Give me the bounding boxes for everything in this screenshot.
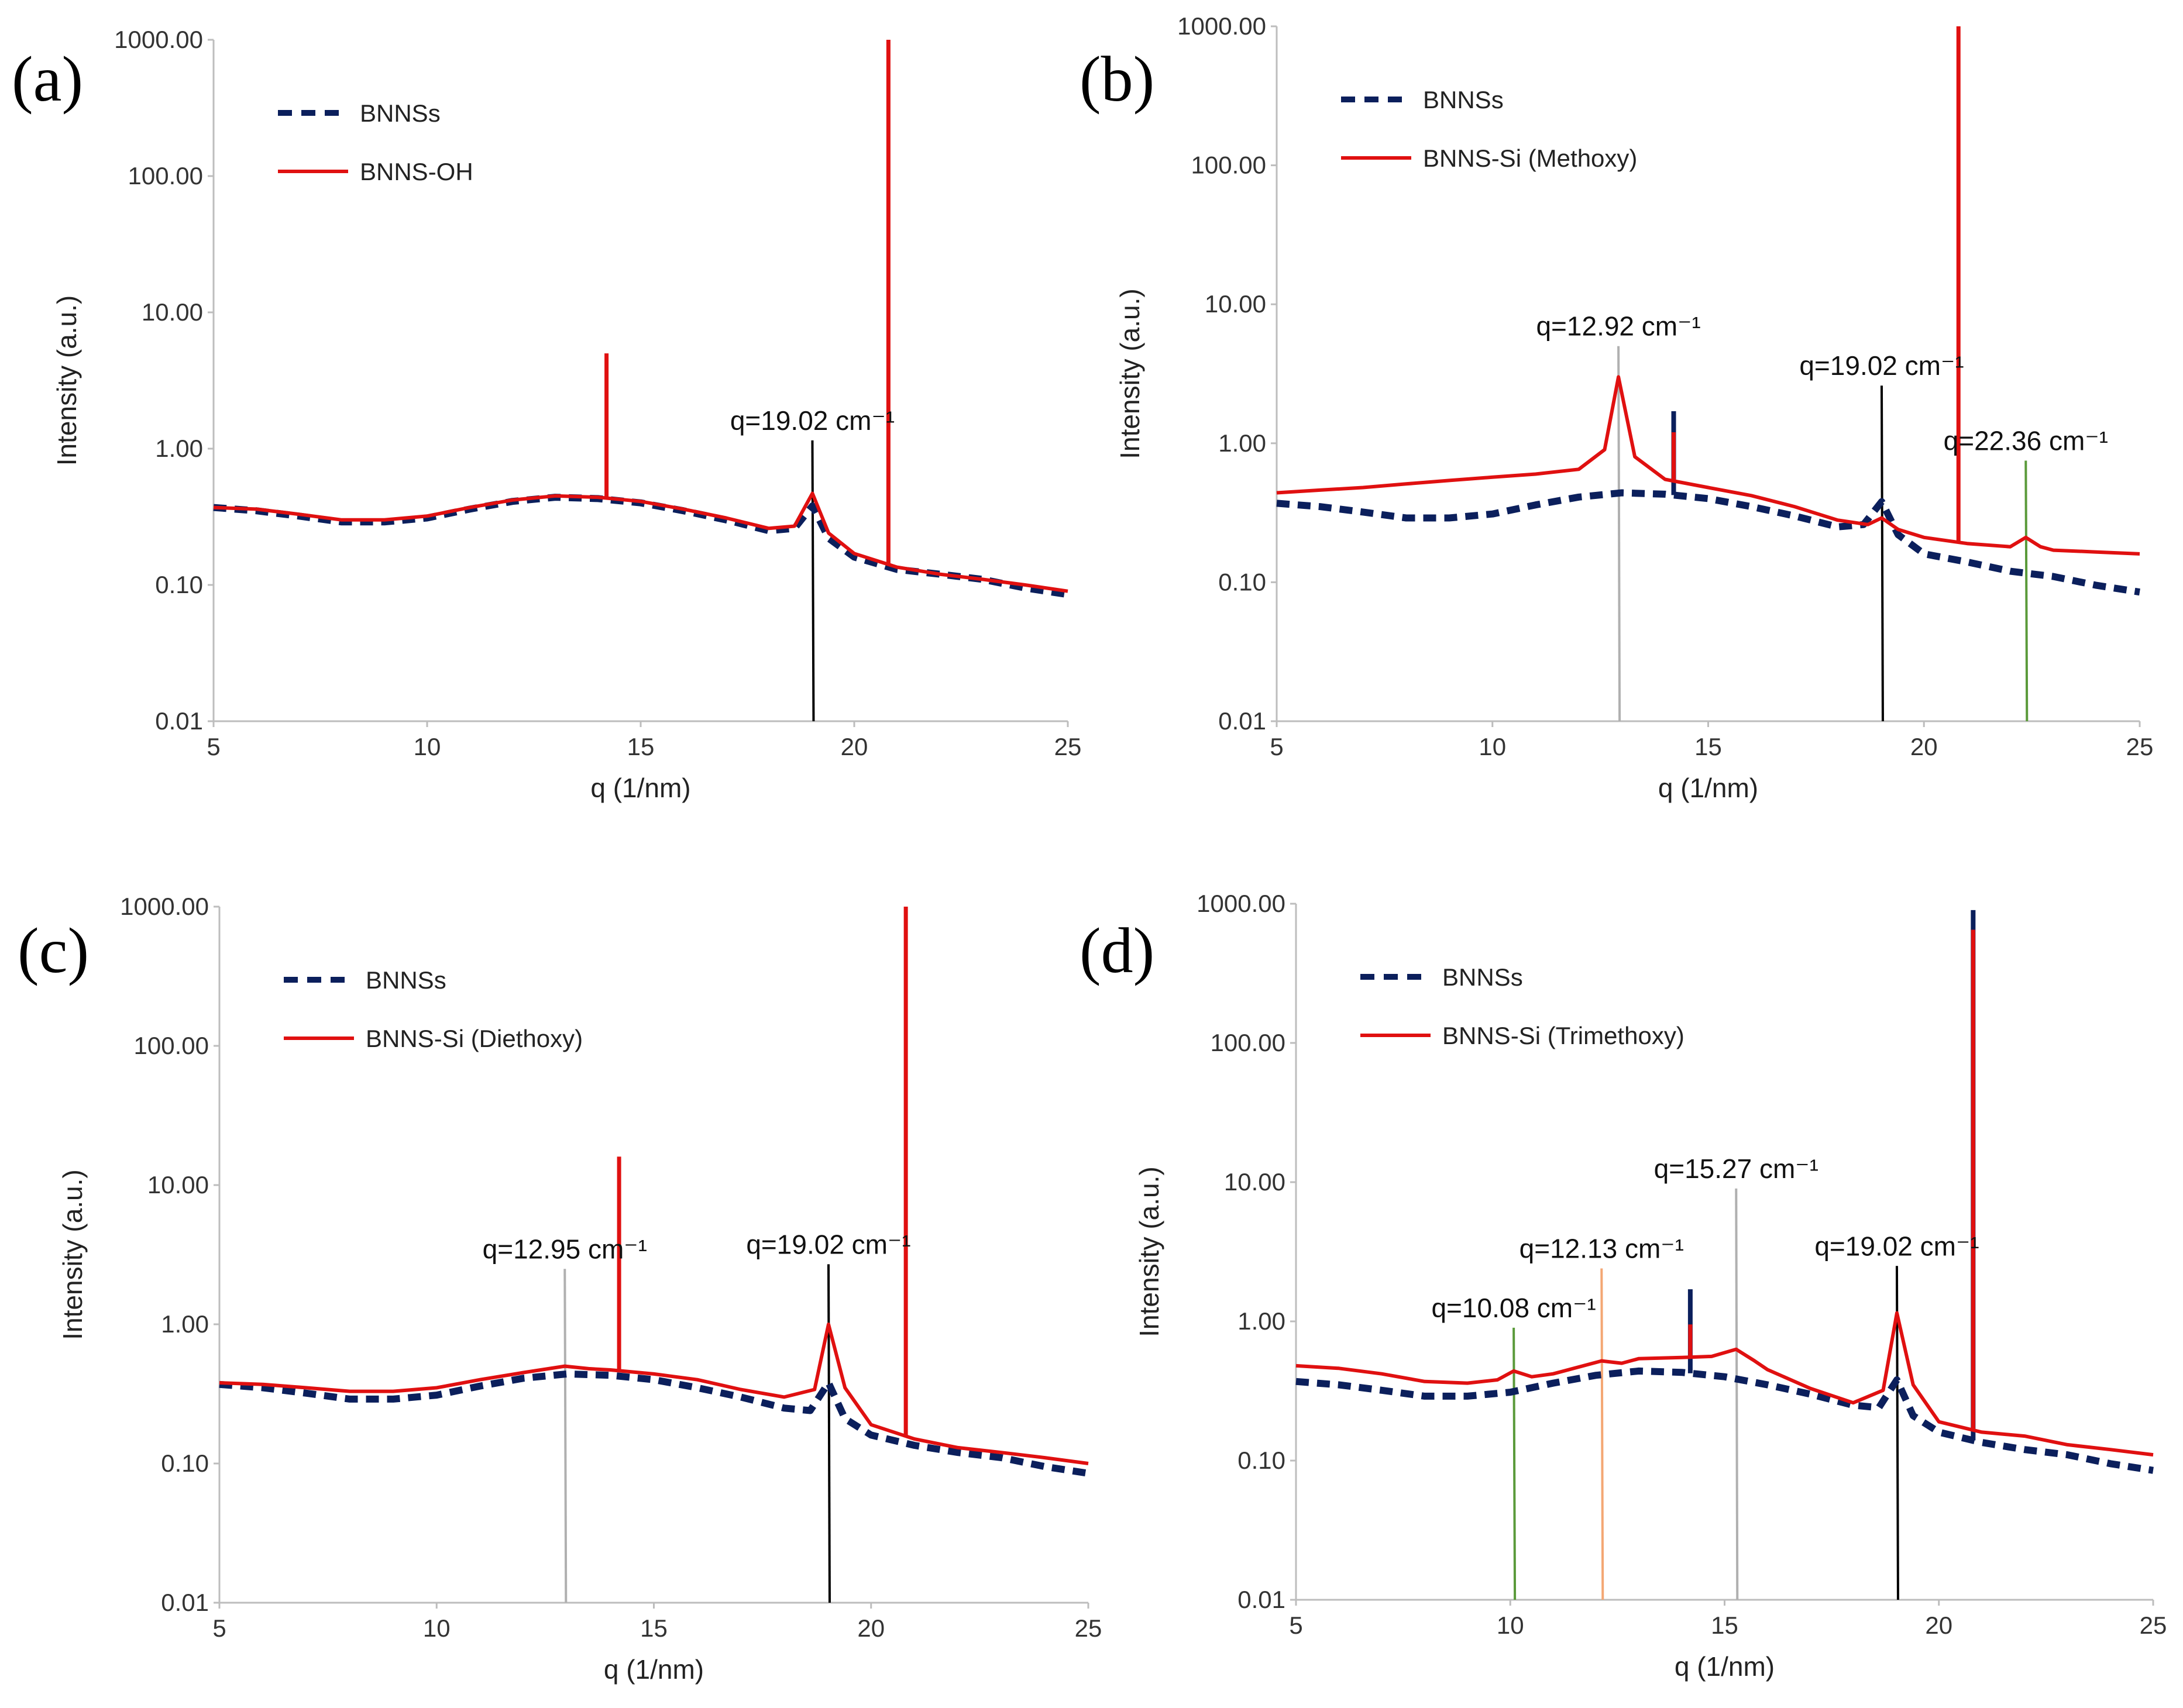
panel-label: (a) — [12, 43, 83, 115]
legend-label: BNNS-Si (Methoxy) — [1423, 144, 1637, 172]
x-tick-label: 15 — [1711, 1611, 1738, 1639]
x-axis-title: q (1/nm) — [1675, 1651, 1775, 1682]
annotation-line — [2024, 460, 2029, 722]
series-line-modified — [1276, 375, 2140, 556]
y-tick-label: 0.10 — [1218, 568, 1266, 595]
chart-a: (a) 0.01 0.10 1.00 10.00 100.00 1000.00 5 10 15 20… — [12, 26, 1081, 803]
x-tick-label: 15 — [1694, 733, 1722, 760]
panel-label: (c) — [18, 915, 89, 986]
annotation-label: q=22.36 cm⁻¹ — [1944, 425, 2108, 456]
y-axis-title: Intensity (a.u.) — [1134, 1166, 1164, 1337]
x-tick-label: 15 — [640, 1614, 668, 1642]
y-tick-label: 1000.00 — [1197, 890, 1285, 917]
x-tick-label: 25 — [1075, 1614, 1102, 1642]
legend-label: BNNS-Si (Trimethoxy) — [1442, 1022, 1684, 1049]
legend-label: BNNS-Si (Diethoxy) — [366, 1025, 583, 1052]
y-tick-label: 100.00 — [128, 162, 203, 190]
series-line-bnnss — [1276, 489, 2140, 596]
y-axis-title: Intensity (a.u.) — [51, 295, 82, 466]
x-tick-label: 5 — [207, 733, 220, 760]
y-tick-label: 0.01 — [1237, 1586, 1285, 1613]
x-tick-label: 10 — [414, 733, 441, 760]
y-axis-title: Intensity (a.u.) — [57, 1169, 88, 1339]
x-tick-label: 20 — [841, 733, 868, 760]
y-tick-label: 10.00 — [142, 298, 203, 326]
y-tick-label: 1.00 — [1218, 429, 1266, 457]
x-tick-label: 20 — [1925, 1611, 1952, 1639]
x-tick-label: 10 — [423, 1614, 451, 1642]
annotation-label: q=15.27 cm⁻¹ — [1654, 1153, 1818, 1184]
annotation-label: q=19.02 cm⁻¹ — [730, 405, 895, 436]
panel-label: (b) — [1080, 43, 1154, 115]
y-tick-label: 10.00 — [1224, 1168, 1285, 1196]
x-tick-label: 10 — [1479, 733, 1506, 760]
chart-b: (b) 0.01 0.10 1.00 10.00 100.00 1000.00 5 10 15 20… — [1080, 12, 2153, 803]
annotation-label: q=12.92 cm⁻¹ — [1536, 311, 1700, 342]
panel-label: (d) — [1080, 915, 1154, 986]
annotation-line — [1617, 346, 1621, 722]
annotation-line — [1880, 385, 1884, 722]
series-line-modified — [213, 491, 1068, 593]
annotation-line — [563, 1269, 568, 1603]
x-tick-label: 20 — [857, 1614, 885, 1642]
y-tick-label: 1.00 — [161, 1310, 209, 1338]
series-line-bnnss — [1295, 1367, 2154, 1474]
y-tick-label: 1000.00 — [1177, 12, 1266, 40]
y-tick-label: 0.01 — [161, 1589, 209, 1616]
annotation-label: q=19.02 cm⁻¹ — [746, 1229, 910, 1259]
y-tick-label: 1.00 — [1237, 1307, 1285, 1335]
y-tick-label: 0.10 — [155, 571, 203, 598]
x-axis-title: q (1/nm) — [604, 1654, 704, 1685]
annotation-label: q=12.95 cm⁻¹ — [483, 1234, 647, 1264]
x-tick-label: 10 — [1497, 1611, 1524, 1639]
x-tick-label: 20 — [1910, 733, 1938, 760]
y-tick-label: 1000.00 — [120, 893, 209, 920]
y-tick-label: 10.00 — [147, 1171, 209, 1199]
x-tick-label: 5 — [1270, 733, 1283, 760]
chart-c: (c) 0.01 0.10 1.00 10.00 100.00 1000.00 5 10 15 20… — [18, 893, 1102, 1685]
x-tick-label: 15 — [627, 733, 655, 760]
annotation-line — [1735, 1188, 1739, 1600]
y-tick-label: 1.00 — [155, 435, 203, 462]
y-tick-label: 100.00 — [1211, 1029, 1285, 1056]
y-tick-label: 0.10 — [161, 1449, 209, 1477]
y-tick-label: 0.01 — [1218, 707, 1266, 735]
annotation-label: q=19.02 cm⁻¹ — [1799, 350, 1964, 381]
y-tick-label: 0.01 — [155, 707, 203, 735]
y-tick-label: 100.00 — [134, 1032, 209, 1059]
series-line-bnnss — [219, 1370, 1089, 1477]
legend-label: BNNS-OH — [360, 158, 473, 185]
x-axis-title: q (1/nm) — [590, 773, 690, 803]
annotation-label: q=10.08 cm⁻¹ — [1431, 1293, 1596, 1323]
annotation-line — [827, 1264, 831, 1603]
legend-label: BNNSs — [1423, 86, 1504, 113]
y-tick-label: 100.00 — [1191, 151, 1266, 179]
annotation-label: q=12.13 cm⁻¹ — [1519, 1234, 1684, 1264]
series-line-modified — [219, 1323, 1089, 1465]
y-axis-title: Intensity (a.u.) — [1115, 288, 1145, 459]
x-axis-title: q (1/nm) — [1658, 773, 1758, 803]
legend-label: BNNSs — [360, 99, 441, 127]
legend-label: BNNSs — [366, 966, 446, 994]
annotation-line — [1512, 1327, 1517, 1600]
y-tick-label: 0.10 — [1237, 1447, 1285, 1474]
x-tick-label: 5 — [212, 1614, 226, 1642]
x-tick-label: 25 — [2140, 1611, 2167, 1639]
x-tick-label: 25 — [1054, 733, 1082, 760]
y-tick-label: 1000.00 — [114, 26, 203, 53]
legend-label: BNNSs — [1442, 963, 1523, 991]
x-tick-label: 25 — [2126, 733, 2154, 760]
annotation-label: q=19.02 cm⁻¹ — [1814, 1231, 1979, 1261]
x-tick-label: 5 — [1289, 1611, 1302, 1639]
y-tick-label: 10.00 — [1205, 290, 1266, 318]
chart-d: (d) 0.01 0.10 1.00 10.00 100.00 1000.00 5 10 15 20… — [1080, 890, 2167, 1682]
annotation-line — [1600, 1268, 1604, 1600]
series-line-modified — [1295, 1311, 2154, 1457]
annotation-line — [811, 440, 815, 722]
